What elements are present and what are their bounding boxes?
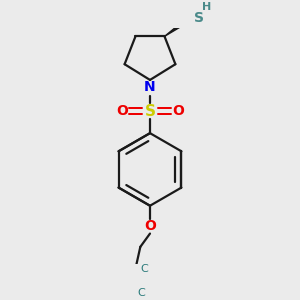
Text: O: O (116, 104, 128, 118)
Text: O: O (172, 104, 184, 118)
Text: H: H (202, 2, 212, 12)
Text: C: C (140, 264, 148, 274)
Text: O: O (144, 219, 156, 233)
Text: N: N (144, 80, 156, 94)
Text: C: C (138, 288, 146, 298)
Text: S: S (145, 104, 155, 119)
Text: S: S (194, 11, 203, 25)
Polygon shape (164, 18, 190, 36)
